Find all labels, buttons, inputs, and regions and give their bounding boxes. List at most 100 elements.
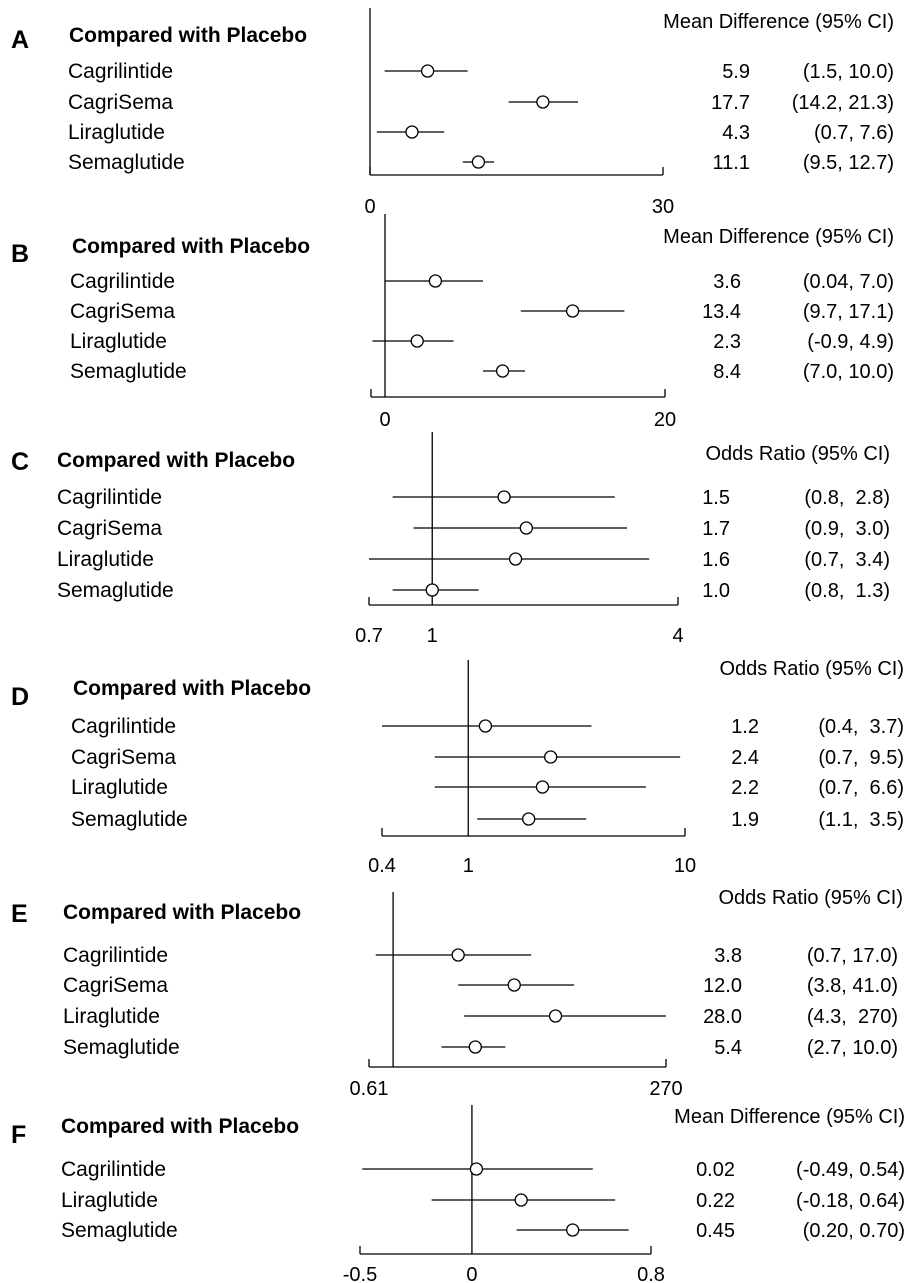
tick-label: 20 xyxy=(654,409,676,431)
panel-letter: B xyxy=(11,240,29,268)
estimate-value: 11.1 xyxy=(713,152,750,174)
panel-letter: E xyxy=(11,900,28,928)
study-row: CagriSema 12.0 (3.8, 41.0) xyxy=(63,974,898,997)
row-label: CagriSema xyxy=(68,91,173,114)
estimate-value: 2.2 xyxy=(731,777,759,799)
confidence-interval: (-0.18, 0.64) xyxy=(796,1190,905,1212)
estimate-value: 5.9 xyxy=(722,61,750,83)
group-title: Compared with Placebo xyxy=(61,1115,299,1138)
study-row: Semaglutide 1.0 (0.8, 1.3) xyxy=(57,579,890,602)
row-label: Cagrilintide xyxy=(71,715,176,738)
estimate-value: 1.9 xyxy=(731,809,759,831)
statistic-header: Mean Difference (95% CI) xyxy=(663,226,894,248)
confidence-interval: (0.7, 6.6) xyxy=(818,777,904,799)
estimate-value: 1.0 xyxy=(702,580,730,602)
tick-label: 0.4 xyxy=(368,855,396,877)
confidence-interval: (0.4, 3.7) xyxy=(818,716,904,738)
study-row: CagriSema 2.4 (0.7, 9.5) xyxy=(71,746,904,769)
study-row: Liraglutide 28.0 (4.3, 270) xyxy=(63,1005,898,1028)
tick-label: 0 xyxy=(466,1264,477,1283)
study-row: Cagrilintide 3.8 (0.7, 17.0) xyxy=(63,944,898,967)
panel-letter: A xyxy=(11,26,29,54)
row-label: CagriSema xyxy=(57,517,162,540)
statistic-header: Mean Difference (95% CI) xyxy=(674,1106,905,1128)
tick-label: 1 xyxy=(427,625,438,647)
tick-label: 0.8 xyxy=(637,1264,665,1283)
study-row: Liraglutide 2.3 (-0.9, 4.9) xyxy=(70,330,894,353)
group-title: Compared with Placebo xyxy=(63,901,301,924)
point-estimate-marker xyxy=(451,948,465,962)
study-row: Liraglutide 0.22 (-0.18, 0.64) xyxy=(61,1189,905,1212)
point-estimate-marker xyxy=(495,364,510,378)
point-estimate-marker xyxy=(410,334,424,348)
study-row: CagriSema 13.4 (9.7, 17.1) xyxy=(70,300,894,323)
estimate-value: 1.6 xyxy=(702,549,730,571)
tick-label: 0.7 xyxy=(355,625,383,647)
estimate-value: 4.3 xyxy=(722,122,750,144)
row-label: Liraglutide xyxy=(68,121,165,144)
row-label: Liraglutide xyxy=(63,1005,160,1028)
row-label: Cagrilintide xyxy=(57,486,162,509)
row-label: CagriSema xyxy=(71,746,176,769)
panel-a: A Compared with Placebo Mean Difference (9… xyxy=(11,8,894,218)
panel-b: B Compared with Placebo Mean Difference (9… xyxy=(11,214,894,431)
confidence-interval: (0.04, 7.0) xyxy=(803,271,894,293)
point-estimate-marker xyxy=(519,521,533,535)
group-title: Compared with Placebo xyxy=(73,677,311,700)
point-estimate-marker xyxy=(469,1162,484,1176)
confidence-interval: (0.20, 0.70) xyxy=(803,1220,905,1242)
row-label: Cagrilintide xyxy=(70,270,175,293)
study-row: Liraglutide 2.2 (0.7, 6.6) xyxy=(71,776,904,799)
confidence-interval: (1.1, 3.5) xyxy=(818,809,904,831)
study-row: Liraglutide 1.6 (0.7, 3.4) xyxy=(57,548,890,571)
row-label: Semaglutide xyxy=(71,808,188,831)
panel-letter: D xyxy=(11,683,29,711)
estimate-value: 0.22 xyxy=(696,1190,735,1212)
statistic-header: Odds Ratio (95% CI) xyxy=(705,443,890,465)
estimate-value: 8.4 xyxy=(713,361,741,383)
point-estimate-marker xyxy=(478,719,493,733)
row-label: CagriSema xyxy=(63,974,168,997)
study-row: Semaglutide 0.45 (0.20, 0.70) xyxy=(61,1219,905,1242)
study-row: Cagrilintide 0.02 (-0.49, 0.54) xyxy=(61,1158,905,1181)
estimate-value: 5.4 xyxy=(714,1037,742,1059)
estimate-value: 1.5 xyxy=(702,487,730,509)
estimate-value: 17.7 xyxy=(711,92,750,114)
tick-label: 4 xyxy=(672,625,683,647)
point-estimate-marker xyxy=(425,583,439,597)
estimate-value: 1.7 xyxy=(702,518,730,540)
statistic-header: Odds Ratio (95% CI) xyxy=(718,887,903,909)
tick-label: -0.5 xyxy=(343,1264,377,1283)
confidence-interval: (0.8, 1.3) xyxy=(804,580,890,602)
confidence-interval: (3.8, 41.0) xyxy=(807,975,898,997)
estimate-value: 2.4 xyxy=(731,747,759,769)
confidence-interval: (4.3, 270) xyxy=(807,1006,898,1028)
row-label: Liraglutide xyxy=(61,1189,158,1212)
estimate-value: 28.0 xyxy=(703,1006,742,1028)
estimate-value: 13.4 xyxy=(702,301,741,323)
tick-label: 1 xyxy=(463,855,474,877)
estimate-value: 12.0 xyxy=(703,975,742,997)
group-title: Compared with Placebo xyxy=(69,24,307,47)
confidence-interval: (2.7, 10.0) xyxy=(807,1037,898,1059)
confidence-interval: (14.2, 21.3) xyxy=(792,92,894,114)
confidence-interval: (9.7, 17.1) xyxy=(803,301,894,323)
panel-letter: F xyxy=(11,1121,26,1149)
point-estimate-marker xyxy=(522,812,536,826)
point-estimate-marker xyxy=(468,1040,482,1054)
panel-c: C Compared with Placebo Odds Ratio (95% CI… xyxy=(11,432,890,647)
estimate-value: 1.2 xyxy=(731,716,759,738)
tick-label: 270 xyxy=(649,1078,682,1100)
point-estimate-marker xyxy=(508,552,523,566)
study-row: CagriSema 1.7 (0.9, 3.0) xyxy=(57,517,890,540)
row-label: Semaglutide xyxy=(61,1219,178,1242)
estimate-value: 3.6 xyxy=(713,271,741,293)
row-label: Semaglutide xyxy=(63,1036,180,1059)
row-label: Semaglutide xyxy=(68,151,185,174)
panel-d: D Compared with Placebo Odds Ratio (95% CI… xyxy=(11,658,904,877)
point-estimate-marker xyxy=(514,1193,528,1207)
row-label: Cagrilintide xyxy=(61,1158,166,1181)
confidence-interval: (-0.49, 0.54) xyxy=(796,1159,905,1181)
study-row: Liraglutide 4.3 (0.7, 7.6) xyxy=(68,121,894,144)
